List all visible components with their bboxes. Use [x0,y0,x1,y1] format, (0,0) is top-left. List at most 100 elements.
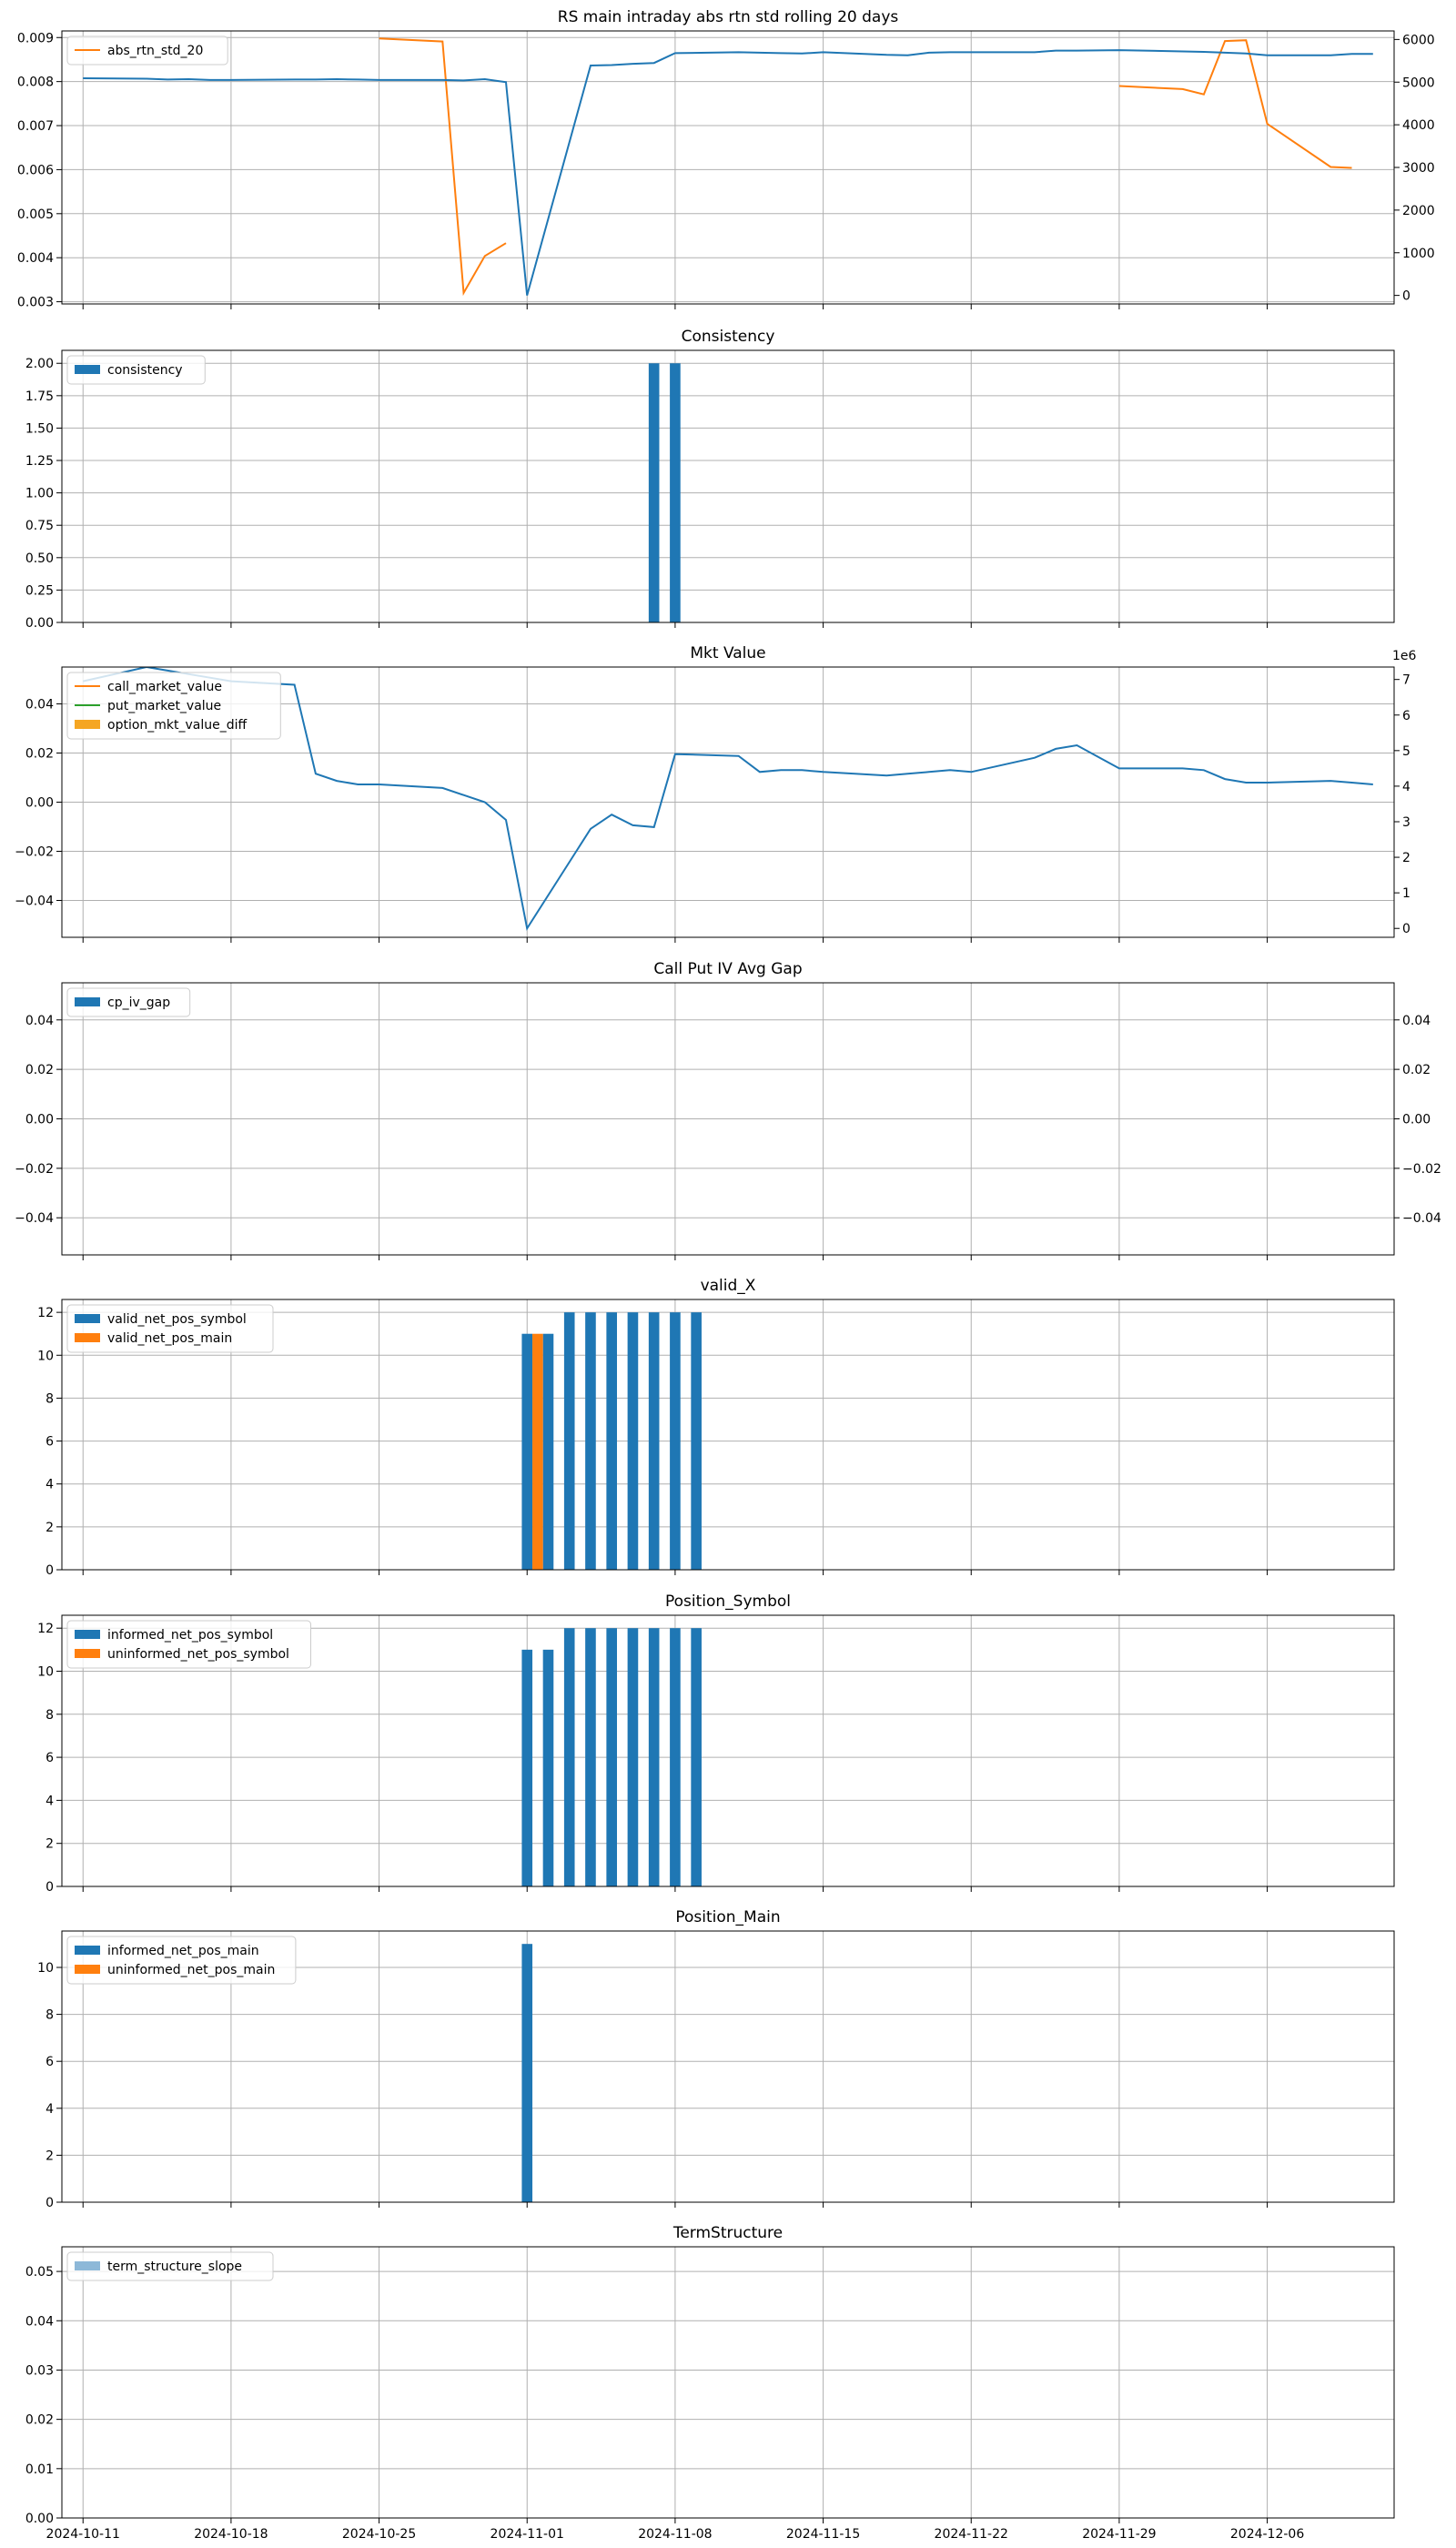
y-tick-label: 2 [46,2149,54,2163]
legend-label: informed_net_pos_main [107,1944,259,1958]
plot-area [83,37,1373,297]
y-tick-label: 0.005 [17,207,54,222]
legend-label: uninformed_net_pos_symbol [107,1647,289,1662]
y-tick-label: 0.75 [25,519,54,533]
y-tick-label: 0.00 [25,2512,54,2526]
y-tick-label: 0.006 [17,163,54,177]
x-tick-label: 2024-12-06 [1230,2527,1304,2542]
y2-tick-label: 5 [1402,744,1410,759]
chart-title: Call Put IV Avg Gap [653,960,802,978]
y-tick-label: 0.04 [25,2314,54,2329]
axes-frame [61,1930,1395,2203]
y-tick-label: 10 [37,1349,54,1363]
bar-valid_net_pos_symbol [542,1333,554,1570]
legend-label: valid_net_pos_symbol [107,1312,247,1327]
bar-consistency [670,363,681,622]
bar-informed_net_pos_symbol [521,1649,533,1886]
y-tick-label: 8 [46,1708,54,1723]
legend: term_structure_slope [66,2251,274,2281]
legend: valid_net_pos_symbol valid_net_pos_main [66,1304,274,1353]
axes-frame [61,982,1395,1256]
y2-tick-label: 1 [1402,886,1410,901]
bar-valid_net_pos_main [532,1333,543,1570]
series-line-abs_rtn_std_20 [379,37,507,297]
y-tick-label: −0.02 [15,1162,54,1177]
legend-label: term_structure_slope [107,2260,242,2274]
axes-frame [61,1299,1395,1571]
chart-title: RS main intraday abs rtn std rolling 20 … [558,8,899,26]
x-tick-label: 2024-11-15 [786,2527,860,2542]
x-tick-label: 2024-11-08 [638,2527,712,2542]
series-line-secondary [83,49,1373,296]
y-tick-label: 2 [46,1837,54,1852]
series-line-abs_rtn_std_20 [1118,39,1352,169]
bar-valid_net_pos_symbol [563,1312,575,1570]
y2-tick-label: 0.02 [1402,1063,1431,1077]
y-tick-label: 1.25 [25,454,54,469]
x-tick-label: 2024-10-25 [342,2527,416,2542]
bar-valid_net_pos_symbol [521,1333,533,1570]
axes-frame [61,1614,1395,1887]
y-tick-label: −0.04 [15,895,54,909]
y-tick-label: 0.02 [25,1063,54,1077]
bar-informed_net_pos_symbol [648,1628,660,1886]
plot-area [521,1944,533,2202]
y-tick-label: 0.00 [25,1113,54,1127]
y-tick-label: 0.02 [25,2413,54,2428]
y-tick-label: 0.008 [17,76,54,90]
chart-title: Consistency [682,328,775,346]
bar-informed_net_pos_symbol [585,1628,596,1886]
y-tick-label: −0.02 [15,845,54,860]
legend-label: valid_net_pos_main [107,1331,232,1346]
y-tick-label: 0.00 [25,616,54,631]
y-tick-label: 0 [46,1880,54,1895]
y2-tick-label: 4 [1402,780,1410,794]
y-tick-label: 0.04 [25,698,54,713]
chart-panel-4: Call Put IV Avg Gap −0.04 −0.02 0.00 0.02 0.0… [15,960,1441,1260]
y-tick-label: 4 [46,1794,54,1808]
chart-title: Mkt Value [690,644,765,662]
chart-panel-7: Position_Main 0 2 4 6 8 10 informed_net_pos_mai… [37,1908,1395,2210]
legend-swatch [75,1314,100,1323]
y-tick-label: 4 [46,2102,54,2117]
legend-box [66,672,281,740]
plot-area [648,363,681,622]
y-tick-label: 12 [37,1622,54,1636]
bar-informed_net_pos_symbol [691,1628,702,1886]
legend-swatch [75,2261,100,2270]
y-tick-label: 10 [37,1664,54,1679]
y-tick-label: 0.03 [25,2363,54,2378]
legend-box [66,987,191,1017]
chart-panel-6: Position_Symbol 0 2 4 6 8 10 12 informed_net_pos… [37,1592,1395,1895]
chart-panel-3: Mkt Value −0.04 −0.02 0.00 0.02 0.04 0 1 2 3 4 5 6 7 1… [15,644,1417,943]
legend-swatch [75,1946,100,1955]
y2-tick-label: 3000 [1402,161,1435,176]
legend-label: consistency [107,363,183,378]
legend: cp_iv_gap [66,987,191,1017]
y-tick-label: 8 [46,2008,54,2023]
chart-panel-8: TermStructure 2024-10-11 2024-10-18 2024-10… [25,2224,1395,2542]
x-tick-label: 2024-10-11 [46,2527,120,2542]
y-tick-label: 0.02 [25,747,54,762]
y-tick-label: 0.003 [17,296,54,310]
legend-label: informed_net_pos_symbol [107,1628,273,1643]
legend-swatch [75,1630,100,1639]
y2-tick-label: 6000 [1402,33,1435,47]
x-tick-label: 2024-10-18 [194,2527,268,2542]
bar-informed_net_pos_symbol [606,1628,617,1886]
legend-swatch [75,365,100,374]
y2-offset-label: 1e6 [1392,649,1417,663]
bar-consistency [648,363,660,622]
bar-valid_net_pos_symbol [691,1312,702,1570]
bar-informed_net_pos_main [521,1944,533,2202]
x-tick-label: 2024-11-01 [490,2527,564,2542]
y-tick-label: 0.05 [25,2265,54,2280]
y-tick-label: 6 [46,2055,54,2069]
y-tick-label: 6 [46,1751,54,1765]
legend-box [66,355,206,385]
chart-panel-1: RS main intraday abs rtn std rolling 20 … [17,8,1435,310]
legend-label: call_market_value [107,680,222,694]
y-tick-label: 1.75 [25,389,54,404]
y2-tick-label: 5000 [1402,76,1435,90]
